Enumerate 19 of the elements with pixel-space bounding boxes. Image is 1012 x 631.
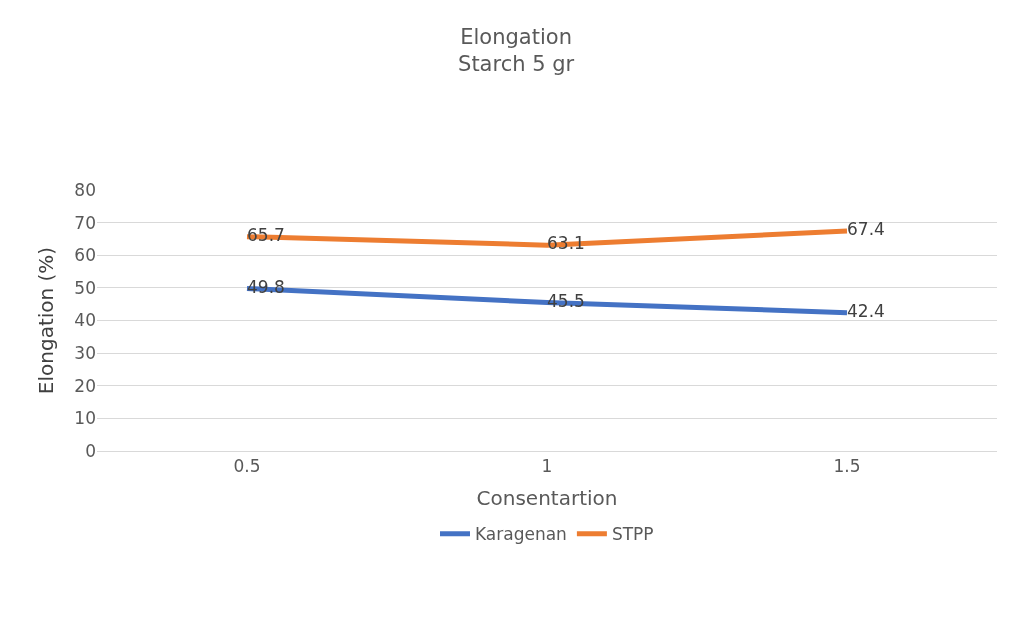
- y-tick-label: 20: [74, 375, 96, 396]
- y-tick-label: 40: [74, 310, 96, 331]
- x-tick-label: 1.5: [833, 456, 861, 477]
- y-tick-label: 80: [74, 179, 96, 200]
- y-axis-title: Elongation (%): [33, 246, 58, 395]
- data-label: 67.4: [847, 219, 885, 240]
- y-tick-label: 30: [74, 343, 96, 364]
- legend-label: Karagenan: [475, 524, 567, 545]
- y-tick-label: 50: [74, 277, 96, 298]
- data-label: 42.4: [847, 300, 885, 321]
- y-tick-label: 0: [85, 440, 96, 461]
- chart-title: Elongation Starch 5 gr: [458, 25, 575, 77]
- legend-label: STPP: [611, 524, 654, 545]
- y-tick-label: 60: [74, 245, 96, 266]
- y-tick-label: 70: [74, 212, 96, 233]
- x-tick-label: 0.5: [233, 456, 261, 477]
- y-tick-label: 10: [74, 408, 96, 429]
- x-axis-title: Consentartion: [476, 485, 618, 510]
- x-tick-label: 1: [541, 456, 553, 477]
